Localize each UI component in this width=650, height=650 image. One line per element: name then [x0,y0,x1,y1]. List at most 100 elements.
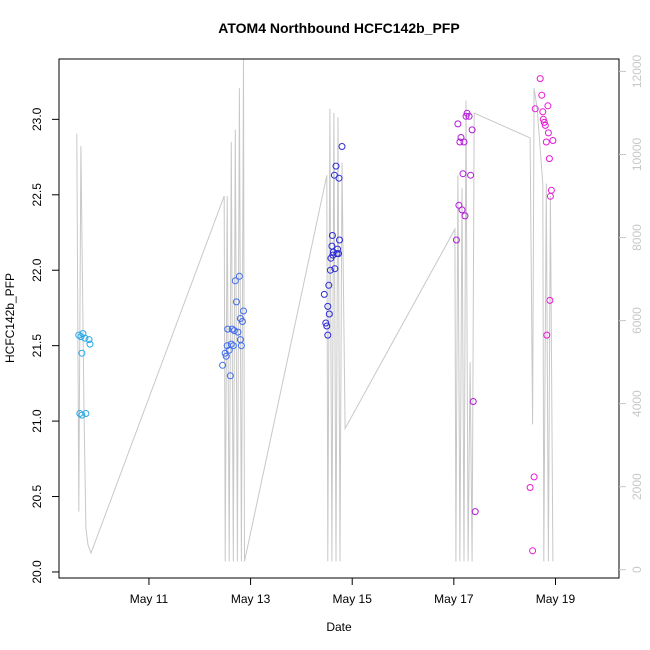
data-point [540,118,548,126]
data-point [539,115,547,123]
y2-tick-label: 12000 [630,54,644,88]
data-point [334,245,341,253]
data-point [227,340,235,348]
y-tick-label: 21.0 [30,409,44,433]
x-tick-label: May 17 [434,592,474,606]
y-tick-label: 20.5 [30,485,44,509]
data-point [549,137,557,144]
data-point [225,346,233,354]
data-point [332,162,340,170]
data-point [331,265,339,273]
data-point [335,174,343,182]
data-point [531,105,539,113]
series-flight-1 [75,330,94,419]
x-tick-label: May 19 [536,592,576,606]
data-point [325,310,333,318]
chart-title: ATOM4 Northbound HCFC142b_PFP [218,20,459,36]
data-point [78,349,86,357]
y-tick-label: 21.5 [30,334,44,358]
altitude-line [76,58,554,562]
data-point [328,232,336,239]
data-point [238,318,246,325]
data-point [461,212,469,220]
x-tick-label: May 11 [130,592,169,606]
x-tick-label: May 13 [231,592,271,606]
data-point [462,112,470,120]
axes-layer: May 11 May 13 May 15 May 17 May 19 20.0 20.5 21… [30,54,644,606]
data-point [530,473,538,481]
y-tick-label: 22.5 [30,183,44,207]
plot-frame [58,58,620,579]
data-point [231,277,239,285]
data-point [320,290,328,298]
data-point [469,398,477,405]
data-point [456,138,464,146]
data-point [326,266,334,274]
data-point [541,121,549,129]
y-axis-label: HCFC142b_PFP [3,273,17,363]
data-point [81,334,89,342]
data-point [336,236,343,244]
data-point [538,91,546,99]
data-point [240,307,247,315]
data-point [542,138,550,146]
data-point [324,331,332,339]
data-point [452,236,460,244]
y2-tick-label: 6000 [630,307,644,334]
altitude-line-layer [76,58,554,562]
y2-tick-label: 4000 [630,390,644,417]
y-tick-label: 23.0 [30,107,44,131]
series-flight-4 [452,109,479,516]
data-point [335,250,342,258]
data-point [230,327,238,335]
y2-tick-label: 8000 [630,224,644,251]
x-tick-label: May 15 [333,592,373,606]
data-point [323,322,331,330]
data-point [79,330,87,338]
data-point [454,120,462,128]
x-axis-label: Date [326,620,352,634]
data-point [234,328,242,336]
data-point [467,171,475,179]
data-points-layer [75,75,557,555]
data-point [75,331,83,339]
y2-tick-label: 0 [630,566,644,573]
y-tick-label: 20.0 [30,560,44,584]
data-point [544,129,552,137]
data-point [328,242,336,250]
data-point [536,75,544,83]
y2-tick-label: 10000 [630,137,644,171]
data-point [228,325,236,333]
data-point [458,206,466,214]
data-point [322,319,330,327]
data-point [325,281,333,289]
data-point [237,342,245,350]
data-point [526,484,534,491]
y-tick-label: 22.0 [30,258,44,282]
data-point [224,325,232,333]
data-point [459,170,467,178]
data-point [547,186,555,194]
data-point [222,352,230,360]
data-point [539,108,547,116]
data-point [219,361,227,369]
data-point [544,102,552,110]
data-point [545,155,553,163]
data-point [546,296,554,304]
data-point [324,302,332,310]
data-point [78,411,86,419]
data-point [85,336,93,344]
data-point [229,342,237,350]
data-point [460,138,468,146]
data-point [465,112,473,120]
data-point [529,547,537,555]
data-point [226,372,234,380]
series-flight-2 [219,272,247,380]
data-point [338,143,346,150]
data-point [235,272,243,280]
data-point [468,126,476,134]
data-point [82,410,90,417]
y2-tick-label: 2000 [630,473,644,500]
series-flight-3 [320,143,346,339]
